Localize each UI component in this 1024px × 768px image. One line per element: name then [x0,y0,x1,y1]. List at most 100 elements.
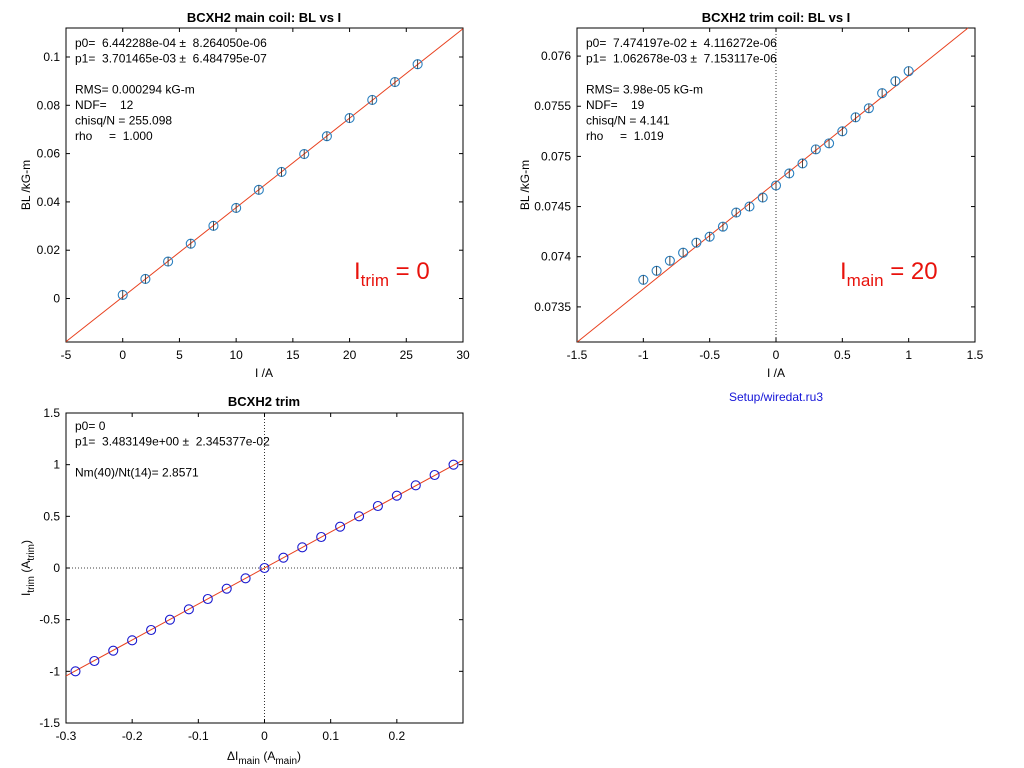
y-axis-label: Itrim (Atrim) [19,540,37,596]
fit-stat-line: p0= 6.442288e-04 ± 8.264050e-06 [75,36,267,50]
data-points [638,66,914,285]
plot-title: BCXH2 main coil: BL vs I [187,10,341,25]
y-tick-label: 0.1 [43,50,60,64]
annotation-value: = 20 [884,258,938,285]
data-point [240,573,251,584]
data-point [391,490,402,501]
tick-group: -1.5 -1 -0.5 0 0.5 1 1.5 0.0735 0.074 0.0745 0.075… [534,28,984,362]
x-tick-label: 5 [176,348,183,362]
x-tick-label: -0.2 [122,729,143,743]
y-axis-label: BL /kG-m [19,160,33,210]
fit-stat-line: rho = 1.000 [75,129,153,143]
data-point [146,624,157,636]
y-tick-label: 0.0745 [534,200,571,214]
annotation-symbol: I [840,258,847,285]
x-tick-label: 0 [119,348,126,362]
y-label-mid: (A [19,561,33,576]
y-tick-label: 0.0755 [534,99,571,113]
data-point [108,645,119,656]
fit-line-group [576,27,969,343]
annotation-subscript: main [847,271,884,290]
data-point [316,531,327,543]
main-current-annotation: Imain = 20 [840,258,938,290]
fit-stat-line: Nm(40)/Nt(14)= 2.8571 [75,466,199,480]
x-axis-label: ΔImain (Amain) [227,749,301,767]
trim-current-annotation: Itrim = 0 [354,258,430,290]
trim-coil-plot: BCXH2 trim coil: BL vs I I /A BL /kG-m -… [518,10,984,380]
data-point [164,614,175,625]
fit-stat-line: NDF= 19 [586,98,645,112]
data-point [335,521,346,532]
data-point [278,552,289,563]
x-label-sub2: main [275,756,297,767]
setup-file-link[interactable]: Setup/wiredat.ru3 [729,390,823,404]
data-point [202,593,213,605]
annotation-symbol: I [354,258,361,285]
y-tick-label: 0.0735 [534,300,571,314]
fit-stat-line: p1= 3.701465e-03 ± 6.484795e-07 [75,52,267,66]
x-label-sub: main [238,756,260,767]
x-axis-label: I /A [255,366,273,380]
y-tick-label: 0.5 [43,509,60,523]
fit-line-group [65,459,464,677]
fit-stat-line: RMS= 3.98e-05 kG-m [586,83,703,97]
fit-line [65,459,464,677]
y-tick-label: 0.06 [37,147,61,161]
y-label-pre: I [19,593,33,596]
plot-title: BCXH2 trim [228,394,300,409]
x-tick-label: -1.5 [567,348,588,362]
x-tick-label: -1 [638,348,649,362]
fit-stat-line: p0= 7.474197e-02 ± 4.116272e-06 [586,36,777,50]
fit-stat-line: p1= 3.483149e+00 ± 2.345377e-02 [75,435,270,449]
y-tick-label: -0.5 [39,613,60,627]
x-tick-label: 1 [905,348,912,362]
fit-stat-line: RMS= 0.000294 kG-m [75,83,195,97]
y-tick-label: 0.08 [37,98,61,112]
data-point [221,583,232,594]
x-label-post: ) [297,749,301,763]
data-point [372,500,383,512]
x-tick-label: 10 [229,348,243,362]
x-tick-label: -0.1 [188,729,209,743]
tick-group: -0.3 -0.2 -0.1 0 0.1 0.2 -1.5 -1 -0.5 0 0.5 1 1.5 [39,406,463,743]
y-label-sub: trim [26,576,37,593]
y-tick-label: 0 [53,292,60,306]
plot-title: BCXH2 trim coil: BL vs I [702,10,851,25]
x-tick-label: -0.3 [56,729,77,743]
x-tick-label: 30 [456,348,470,362]
x-tick-label: 25 [400,348,414,362]
fit-line-group [65,28,464,343]
x-label-pre: ΔI [227,749,238,763]
data-point [70,666,81,677]
x-tick-label: 1.5 [967,348,984,362]
y-tick-label: -1 [49,664,60,678]
x-tick-label: 20 [343,348,357,362]
data-points [117,59,423,300]
y-tick-label: 1.5 [43,406,60,420]
data-point [429,469,440,481]
annotation-value: = 0 [389,258,430,285]
data-point [354,511,365,522]
tick-group: -5 0 5 10 15 20 25 30 0 0.02 0.04 0.06 0.08 0.1 [37,28,470,362]
y-tick-label: -1.5 [39,716,60,730]
x-tick-label: -5 [61,348,72,362]
data-points [70,459,459,677]
data-point [448,459,459,470]
x-tick-label: 15 [286,348,300,362]
x-tick-label: 0.2 [388,729,405,743]
fit-line [576,27,969,343]
y-axis-label: BL /kG-m [518,160,532,210]
y-tick-label: 1 [53,458,60,472]
y-label-sub2: trim [26,544,37,561]
fit-stat-line: NDF= 12 [75,98,134,112]
x-label-mid: (A [260,749,275,763]
fit-line [65,28,464,343]
trim-ratio-plot: BCXH2 trim ΔImain (Amain) Itrim (Atrim) … [19,394,464,767]
fit-stat-line: p0= 0 [75,419,106,433]
x-axis-label: I /A [767,366,785,380]
y-label-post: ) [19,540,33,544]
y-tick-label: 0.076 [541,49,571,63]
data-point [297,542,308,553]
data-point [89,655,100,667]
annotation-subscript: trim [361,271,389,290]
